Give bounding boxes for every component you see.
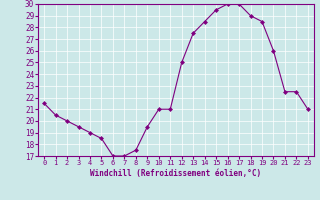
X-axis label: Windchill (Refroidissement éolien,°C): Windchill (Refroidissement éolien,°C) [91, 169, 261, 178]
